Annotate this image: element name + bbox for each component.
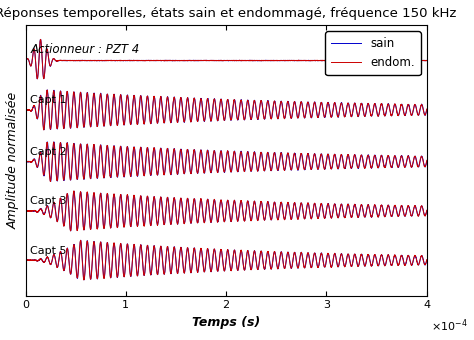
X-axis label: Temps (s): Temps (s) [192,316,260,329]
sain [412,58,418,63]
endom. [412,58,418,63]
sain [392,58,398,62]
Title: Réponses temporelles, états sain et endommagé, fréquence 150 kHz: Réponses temporelles, états sain et endo… [0,7,457,20]
Text: Capt 3: Capt 3 [29,196,66,206]
sain [35,77,40,81]
Line: endom.: endom. [26,39,427,79]
sain [195,58,201,63]
endom. [314,59,320,63]
Text: Capt 2: Capt 2 [29,147,66,157]
endom. [213,58,219,63]
endom. [424,58,429,63]
Line: sain: sain [26,39,427,79]
endom. [392,58,398,63]
sain [37,37,43,41]
endom. [191,58,197,63]
Text: Actionneur : PZT 4: Actionneur : PZT 4 [31,43,140,56]
Text: Capt 1: Capt 1 [29,95,66,105]
Legend: sain, endom.: sain, endom. [326,31,421,75]
sain [424,58,429,63]
endom. [195,58,201,63]
sain [213,58,219,63]
sain [23,58,28,63]
endom. [35,77,40,81]
Text: Capt 5: Capt 5 [29,245,66,256]
Text: $\times 10^{-4}$: $\times 10^{-4}$ [431,317,467,334]
Y-axis label: Amplitude normalisée: Amplitude normalisée [7,92,20,229]
endom. [23,58,28,63]
endom. [38,37,44,41]
sain [314,58,320,63]
sain [191,58,197,63]
